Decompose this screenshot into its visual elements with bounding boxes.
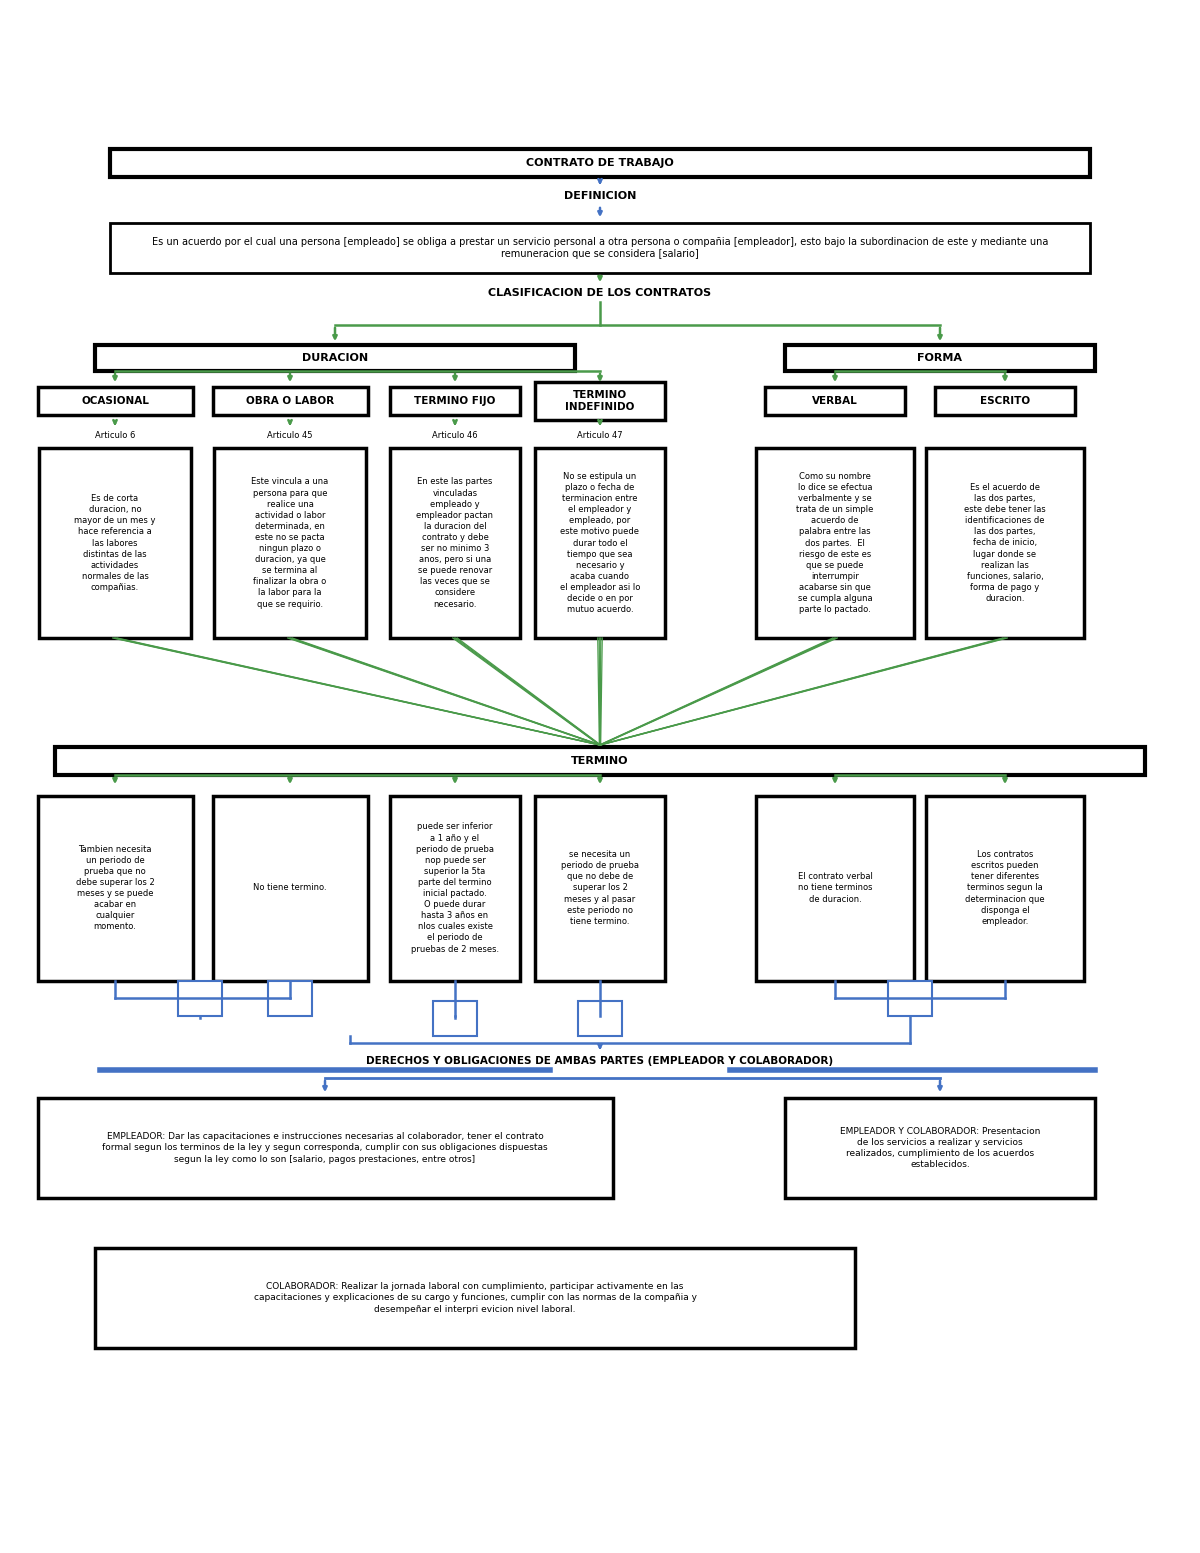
Bar bbox=[535, 795, 665, 980]
Bar bbox=[390, 795, 520, 980]
Bar bbox=[95, 345, 575, 371]
Bar bbox=[95, 1249, 854, 1348]
Text: No tiene termino.: No tiene termino. bbox=[253, 884, 326, 893]
Text: No se estipula un
plazo o fecha de
terminacion entre
el empleador y
empleado, po: No se estipula un plazo o fecha de termi… bbox=[560, 472, 640, 613]
Bar bbox=[110, 224, 1090, 273]
Text: Articulo 46: Articulo 46 bbox=[432, 432, 478, 441]
Bar bbox=[888, 980, 932, 1016]
Bar bbox=[535, 447, 665, 638]
Bar bbox=[935, 387, 1075, 415]
Text: COLABORADOR: Realizar la jornada laboral con cumplimiento, participar activament: COLABORADOR: Realizar la jornada laboral… bbox=[253, 1283, 696, 1314]
Text: EMPLEADOR: Dar las capacitaciones e instrucciones necesarias al colaborador, ten: EMPLEADOR: Dar las capacitaciones e inst… bbox=[102, 1132, 548, 1163]
Bar bbox=[756, 447, 914, 638]
Text: EMPLEADOR Y COLABORADOR: Presentacion
de los servicios a realizar y servicios
re: EMPLEADOR Y COLABORADOR: Presentacion de… bbox=[840, 1127, 1040, 1169]
Bar bbox=[212, 795, 367, 980]
Text: Articulo 45: Articulo 45 bbox=[268, 432, 313, 441]
Bar bbox=[390, 447, 520, 638]
Text: DURACION: DURACION bbox=[302, 353, 368, 363]
Bar bbox=[38, 447, 191, 638]
Text: ESCRITO: ESCRITO bbox=[980, 396, 1030, 405]
Bar bbox=[268, 980, 312, 1016]
Text: Es el acuerdo de
las dos partes,
este debe tener las
identificaciones de
las dos: Es el acuerdo de las dos partes, este de… bbox=[964, 483, 1046, 603]
Bar bbox=[212, 387, 367, 415]
Text: Articulo 6: Articulo 6 bbox=[95, 432, 136, 441]
Bar bbox=[578, 1000, 622, 1036]
Text: se necesita un
periodo de prueba
que no debe de
superar los 2
meses y al pasar
e: se necesita un periodo de prueba que no … bbox=[562, 849, 640, 926]
Text: Es un acuerdo por el cual una persona [empleado] se obliga a prestar un servicio: Es un acuerdo por el cual una persona [e… bbox=[152, 236, 1048, 259]
Bar bbox=[433, 1000, 478, 1036]
Text: Es de corta
duracion, no
mayor de un mes y
hace referencia a
las labores
distint: Es de corta duracion, no mayor de un mes… bbox=[74, 494, 156, 592]
Text: FORMA: FORMA bbox=[918, 353, 962, 363]
Bar bbox=[214, 447, 366, 638]
Text: OBRA O LABOR: OBRA O LABOR bbox=[246, 396, 334, 405]
Text: DEFINICION: DEFINICION bbox=[564, 191, 636, 200]
Text: TERMINO: TERMINO bbox=[571, 756, 629, 766]
Text: OCASIONAL: OCASIONAL bbox=[82, 396, 149, 405]
Bar bbox=[926, 795, 1084, 980]
Bar bbox=[766, 387, 905, 415]
Bar bbox=[756, 795, 914, 980]
Text: En este las partes
vinculadas
empleado y
empleador pactan
la duracion del
contra: En este las partes vinculadas empleado y… bbox=[416, 477, 493, 609]
Bar bbox=[785, 345, 1096, 371]
Bar bbox=[37, 795, 192, 980]
Text: CONTRATO DE TRABAJO: CONTRATO DE TRABAJO bbox=[526, 158, 674, 168]
Text: Los contratos
escritos pueden
tener diferentes
terminos segun la
determinacion q: Los contratos escritos pueden tener dife… bbox=[965, 849, 1045, 926]
Text: DERECHOS Y OBLIGACIONES DE AMBAS PARTES (EMPLEADOR Y COLABORADOR): DERECHOS Y OBLIGACIONES DE AMBAS PARTES … bbox=[366, 1056, 834, 1065]
Bar bbox=[390, 387, 520, 415]
Text: VERBAL: VERBAL bbox=[812, 396, 858, 405]
Bar bbox=[55, 747, 1145, 775]
Text: puede ser inferior
a 1 año y el
periodo de prueba
nop puede ser
superior la 5ta
: puede ser inferior a 1 año y el periodo … bbox=[410, 823, 499, 954]
Text: Tambien necesita
un periodo de
prueba que no
debe superar los 2
meses y se puede: Tambien necesita un periodo de prueba qu… bbox=[76, 845, 155, 932]
Bar bbox=[535, 382, 665, 419]
Bar bbox=[178, 980, 222, 1016]
Text: TERMINO
INDEFINIDO: TERMINO INDEFINIDO bbox=[565, 390, 635, 412]
Bar bbox=[110, 149, 1090, 177]
Text: TERMINO FIJO: TERMINO FIJO bbox=[414, 396, 496, 405]
Text: CLASIFICACION DE LOS CONTRATOS: CLASIFICACION DE LOS CONTRATOS bbox=[488, 287, 712, 298]
Text: Este vincula a una
persona para que
realice una
actividad o labor
determinada, e: Este vincula a una persona para que real… bbox=[251, 477, 329, 609]
Text: Articulo 47: Articulo 47 bbox=[577, 432, 623, 441]
Bar bbox=[37, 387, 192, 415]
Bar bbox=[785, 1098, 1096, 1197]
Text: Como su nombre
lo dice se efectua
verbalmente y se
trata de un simple
acuerdo de: Como su nombre lo dice se efectua verbal… bbox=[797, 472, 874, 613]
Bar bbox=[926, 447, 1084, 638]
Bar bbox=[37, 1098, 612, 1197]
Text: El contrato verbal
no tiene terminos
de duracion.: El contrato verbal no tiene terminos de … bbox=[798, 873, 872, 904]
